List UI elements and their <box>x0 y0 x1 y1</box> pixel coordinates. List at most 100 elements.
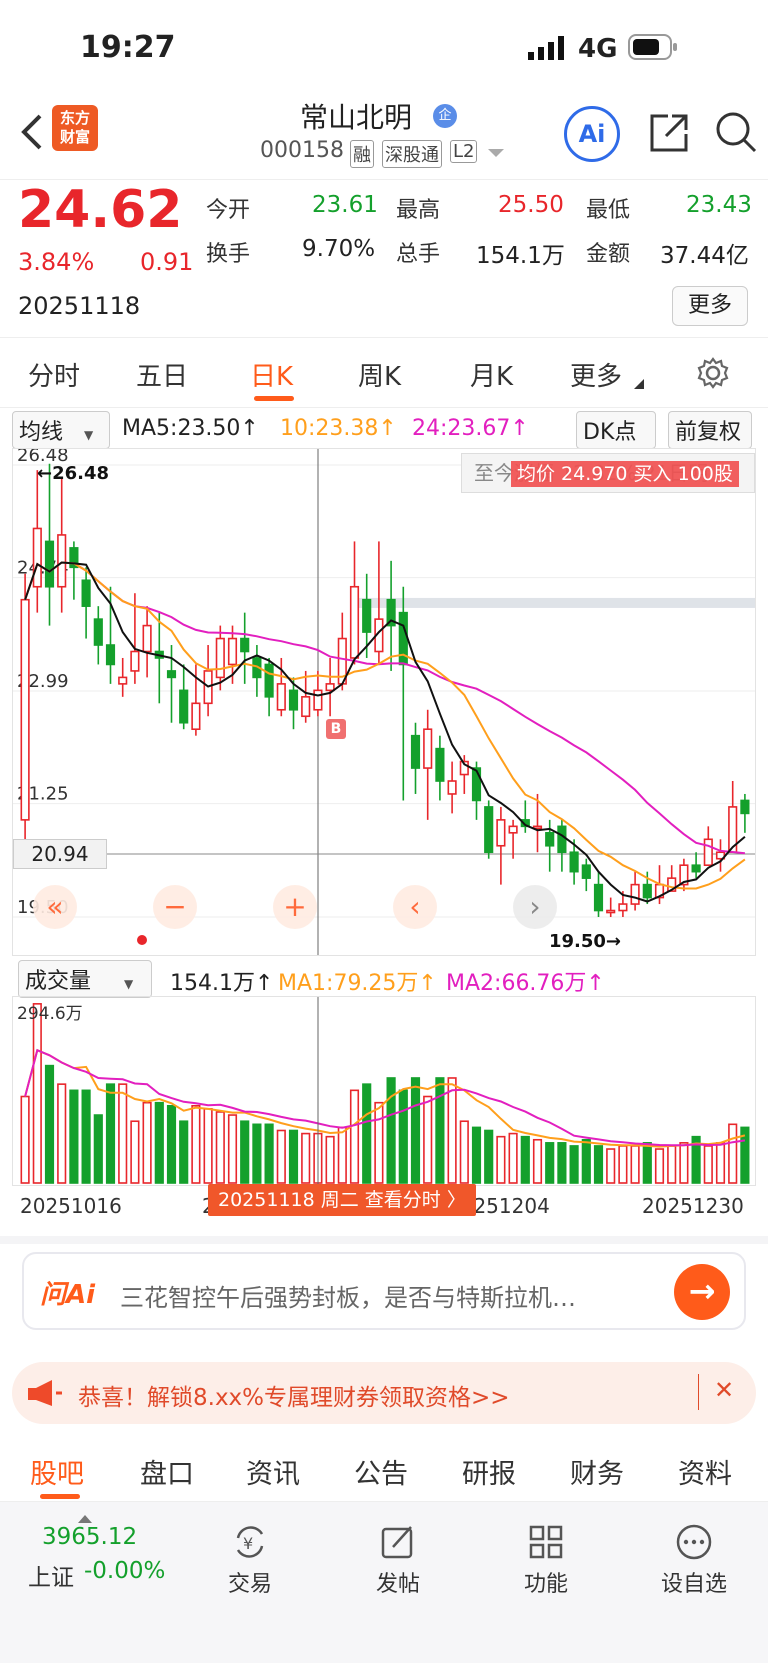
tab-more[interactable]: 更多 <box>570 362 623 392</box>
index-value[interactable]: 3965.12 <box>42 1524 138 1550</box>
scroll-left-button[interactable]: ‹ <box>393 885 437 929</box>
open-value: 23.61 <box>312 192 378 218</box>
ask-ai-go-button[interactable]: → <box>674 1264 730 1320</box>
tab-financials[interactable]: 财务 <box>570 1459 624 1490</box>
nav-trade[interactable]: ¥ 交易 <box>190 1522 310 1598</box>
candle-body <box>691 864 701 873</box>
index-change[interactable]: -0.00% <box>84 1558 166 1584</box>
search-icon[interactable] <box>714 110 758 158</box>
volume-bar <box>57 1083 67 1184</box>
more-quote-button[interactable]: 更多 <box>672 286 748 326</box>
tab-news[interactable]: 资讯 <box>246 1459 300 1490</box>
ask-ai-box[interactable]: 问Ai 三花智控午后强势封板，是否与特斯拉机… → <box>22 1252 746 1330</box>
tab-profile[interactable]: 资料 <box>678 1459 732 1490</box>
volume-bar <box>349 1089 360 1184</box>
period-tabs: 分时 五日 日K 周K 月K 更多 <box>0 338 768 408</box>
tab-announcements[interactable]: 公告 <box>354 1459 408 1490</box>
caret-down-icon[interactable] <box>488 144 504 163</box>
crosshair-price-label: 20.94 <box>13 839 107 869</box>
battery-icon <box>628 34 678 64</box>
tab-weekly-k[interactable]: 周K <box>358 362 402 392</box>
tab-five-day[interactable]: 五日 <box>136 362 189 392</box>
tab-daily-k[interactable]: 日K <box>250 362 294 392</box>
volume-label: 总手 <box>396 242 441 267</box>
candle-body <box>667 877 677 892</box>
view-intraday-tooltip[interactable]: 20251118 周二 查看分时 〉 <box>208 1184 476 1216</box>
volume-bar <box>362 1083 372 1184</box>
last-price: 24.62 <box>18 180 183 240</box>
gear-icon[interactable] <box>696 356 730 394</box>
volume-bar <box>630 1145 640 1184</box>
candle-body <box>740 799 750 815</box>
ma10-line <box>24 561 746 890</box>
volume-bar <box>215 1111 225 1184</box>
nav-post-label: 发帖 <box>375 1572 420 1597</box>
zoom-in-button[interactable]: + <box>273 885 317 929</box>
volume-svg <box>20 997 750 1185</box>
nav-functions[interactable]: 功能 <box>486 1522 606 1598</box>
volume-select[interactable]: 成交量 ▼ <box>18 960 152 998</box>
candle-body <box>349 585 360 659</box>
tab-orderbook[interactable]: 盘口 <box>140 1459 194 1490</box>
candle-body <box>703 838 713 866</box>
volume-ma2-line <box>24 1048 746 1147</box>
candle-body <box>618 903 628 912</box>
candle-body <box>20 598 30 821</box>
candle-body <box>179 689 189 724</box>
select-caret-icon: ▼ <box>84 428 94 442</box>
volume-bar <box>520 1135 530 1184</box>
candle-body <box>81 579 91 607</box>
volume-bar <box>654 1148 665 1184</box>
volume-bar <box>130 1120 140 1184</box>
ai-button[interactable]: Ai <box>564 106 620 162</box>
candle-body <box>496 819 506 847</box>
scroll-right-button[interactable]: › <box>513 885 557 929</box>
volume-bar <box>105 1083 116 1184</box>
adjust-button[interactable]: 前复权 <box>668 411 752 449</box>
app-logo: 东方 财富 <box>52 105 98 151</box>
candle-body <box>532 825 543 830</box>
date-label-4: 20251230 <box>642 1194 744 1218</box>
promo-banner[interactable]: 恭喜！解锁8.xx%专属理财券领取资格>> ✕ <box>12 1362 756 1424</box>
active-tab-indicator <box>254 396 294 401</box>
ma-select[interactable]: 均线 ▼ <box>12 411 110 449</box>
date-label-1: 20251016 <box>20 1194 122 1218</box>
tab-research[interactable]: 研报 <box>462 1459 516 1490</box>
dk-point-label: DK点 <box>583 420 637 445</box>
volume-bar <box>423 1095 433 1184</box>
volume-caret-icon: ▼ <box>124 977 134 991</box>
candle-body <box>520 819 530 828</box>
nav-add-watchlist[interactable]: 设自选 <box>634 1522 754 1598</box>
back-icon[interactable] <box>18 112 48 156</box>
candle-body <box>288 689 299 711</box>
volume-bar <box>374 1101 384 1184</box>
volume-chart[interactable]: 294.6万 <box>12 996 756 1186</box>
close-icon[interactable]: ✕ <box>714 1376 735 1404</box>
nav-post[interactable]: 发帖 <box>338 1522 458 1598</box>
low-label: 最低 <box>586 198 631 223</box>
enterprise-badge: 企 <box>433 104 457 128</box>
share-icon[interactable] <box>648 112 690 158</box>
index-name[interactable]: 上证 <box>28 1565 74 1591</box>
trade-icon: ¥ <box>190 1522 310 1566</box>
volume-bar <box>81 1089 91 1184</box>
candle-body <box>630 883 640 905</box>
volume-bar <box>69 1089 79 1184</box>
candle-body <box>362 598 372 633</box>
tab-forum[interactable]: 股吧 <box>30 1459 84 1490</box>
candle-body <box>118 676 128 685</box>
volume-bar <box>398 1089 408 1184</box>
volume-bar <box>142 1101 152 1184</box>
promo-text: 恭喜！解锁8.xx%专属理财券领取资格>> <box>78 1385 510 1411</box>
scroll-start-button[interactable]: « <box>33 885 77 929</box>
dk-point-button[interactable]: DK点 <box>576 411 656 449</box>
volume-bar <box>581 1138 591 1184</box>
tab-intraday[interactable]: 分时 <box>28 362 81 392</box>
y-tick-label: 26.48 <box>17 449 69 466</box>
stock-name: 常山北明 <box>300 101 413 134</box>
volume-bar <box>325 1135 335 1184</box>
tab-monthly-k[interactable]: 月K <box>470 362 514 392</box>
volume-bar <box>715 1142 726 1184</box>
zoom-out-button[interactable]: − <box>153 885 197 929</box>
